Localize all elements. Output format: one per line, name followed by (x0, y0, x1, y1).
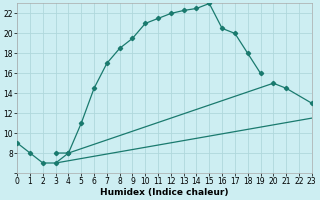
X-axis label: Humidex (Indice chaleur): Humidex (Indice chaleur) (100, 188, 229, 197)
